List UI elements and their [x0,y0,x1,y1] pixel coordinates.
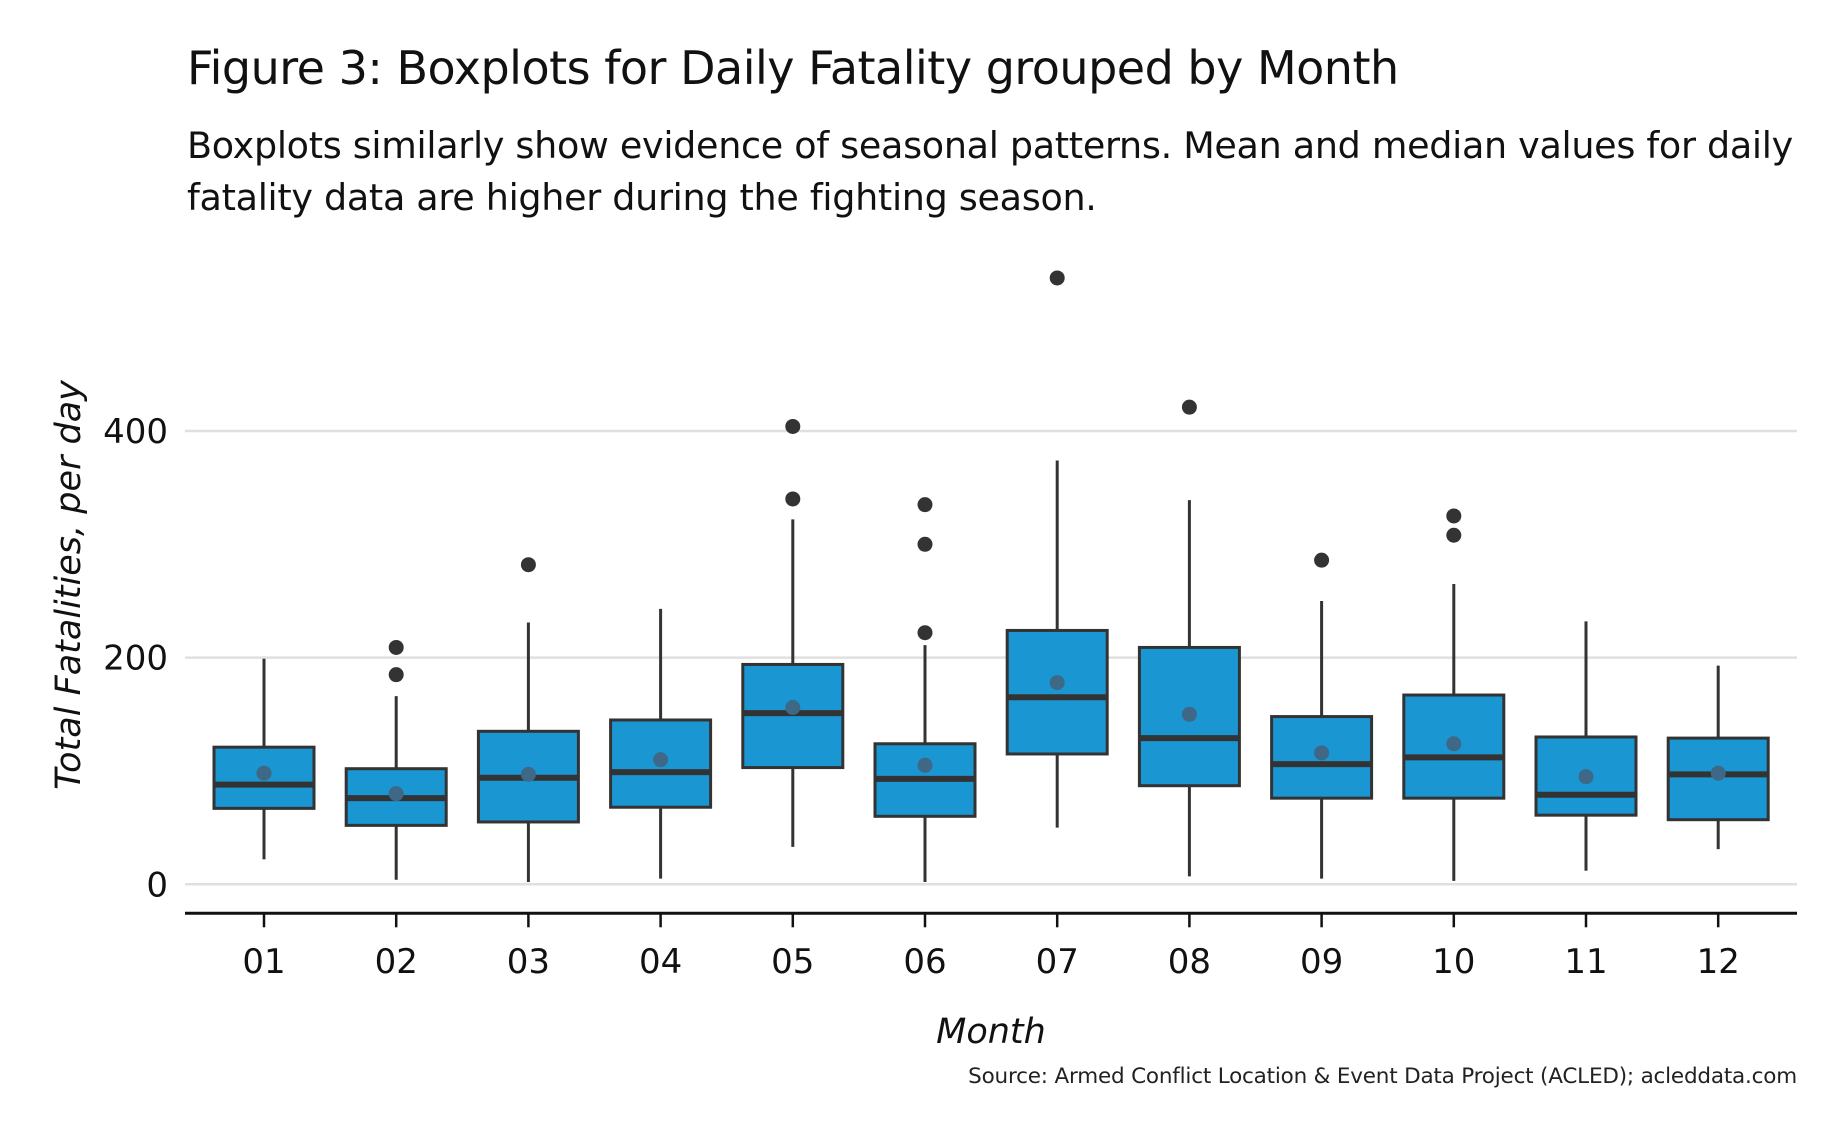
x-tick-label-10: 10 [1432,942,1475,982]
chart-title: Figure 3: Boxplots for Daily Fatality gr… [187,41,1399,95]
iqr-box [1137,645,1241,788]
mean-point [653,752,669,768]
mean-point [1181,706,1197,722]
mean-point [1049,675,1065,691]
mean-point [520,766,536,782]
outlier-point [1446,508,1462,524]
boxes [212,270,1770,883]
mean-point [1446,736,1462,752]
x-tick-label-12: 12 [1697,942,1740,982]
mean-point [1710,765,1726,781]
chart-subtitle: Boxplots similarly show evidence of seas… [187,124,1793,219]
x-tick-label-02: 02 [375,942,418,982]
mean-point [1314,745,1330,761]
outlier-point [785,418,801,434]
outlier-point [785,491,801,507]
box-month-04 [609,608,713,879]
mean-point [256,765,272,781]
mean-point [1578,769,1594,785]
outlier-point [917,536,933,552]
x-ticks: 01 02 03 04 05 06 07 08 09 10 11 12 [242,913,1740,982]
outlier-point [1049,270,1065,286]
x-tick-label-07: 07 [1036,942,1079,982]
iqr-box [1005,628,1109,756]
outlier-point [1181,399,1197,415]
mean-point [785,700,801,716]
box-month-02 [344,639,448,880]
mean-point [388,786,404,802]
box-month-09 [1270,552,1374,879]
box-month-01 [212,658,316,860]
x-tick-label-04: 04 [639,942,682,982]
source-caption: Source: Armed Conflict Location & Event … [968,1064,1797,1089]
box-month-11 [1534,621,1638,871]
x-tick-label-09: 09 [1300,942,1343,982]
x-tick-label-05: 05 [771,942,814,982]
x-tick-label-11: 11 [1564,942,1607,982]
y-tick-labels: 0 200 400 [103,412,168,905]
x-tick-label-06: 06 [903,942,946,982]
outlier-point [388,667,404,683]
outlier-point [917,625,933,641]
grid-lines [185,429,1797,886]
outlier-point [917,497,933,513]
y-axis-title: Total Fatalities, per day [49,379,89,790]
box-month-08 [1137,399,1241,877]
outlier-point [520,557,536,573]
y-tick-label-200: 200 [103,639,168,679]
outlier-point [1314,552,1330,568]
box-month-10 [1402,508,1506,881]
outlier-point [1446,527,1462,543]
x-tick-label-08: 08 [1168,942,1211,982]
box-month-12 [1666,665,1770,850]
mean-point [917,757,933,773]
y-tick-label-400: 400 [103,412,168,452]
box-month-03 [476,557,580,883]
box-month-07 [1005,270,1109,828]
x-axis-title: Month [936,1012,1046,1052]
x-tick-label-01: 01 [242,942,285,982]
outlier-point [388,639,404,655]
box-month-05 [741,418,845,847]
x-tick-label-03: 03 [507,942,550,982]
y-tick-label-0: 0 [146,865,168,905]
box-month-06 [873,497,977,883]
